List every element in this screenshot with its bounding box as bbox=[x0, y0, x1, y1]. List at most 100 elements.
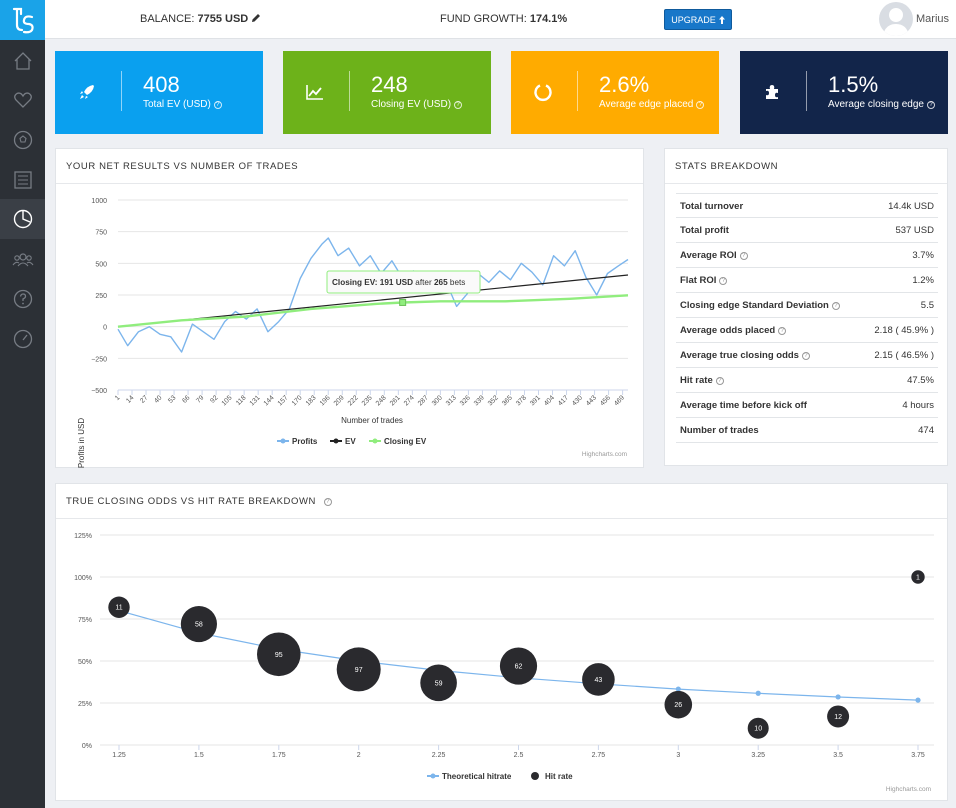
legend-item[interactable]: Closing EV bbox=[369, 437, 427, 446]
help-icon[interactable]: ? bbox=[324, 498, 333, 506]
legend-item[interactable]: EV bbox=[330, 437, 356, 446]
theoretical-point[interactable] bbox=[675, 686, 681, 692]
bubble-count: 97 bbox=[355, 667, 363, 674]
x-axis-label: Number of trades bbox=[341, 416, 403, 425]
x-tick-label: 40 bbox=[153, 394, 163, 404]
hit-rate-bubble[interactable]: 95 bbox=[257, 632, 301, 677]
fund-growth: FUND GROWTH: 174.1% bbox=[440, 13, 567, 25]
bubble bbox=[257, 632, 301, 677]
hit-rate-bubble[interactable]: 62 bbox=[499, 647, 538, 685]
nav-dashboard[interactable] bbox=[0, 319, 45, 359]
hit-rate-bubble[interactable]: 12 bbox=[827, 705, 850, 728]
kpi-label-text: Total EV (USD) bbox=[143, 99, 211, 110]
nav-list[interactable] bbox=[0, 160, 45, 200]
help-icon[interactable]: ? bbox=[696, 101, 705, 109]
theoretical-point[interactable] bbox=[835, 694, 841, 700]
panel-title: STATS BREAKDOWN bbox=[675, 161, 779, 172]
help-icon[interactable]: ? bbox=[213, 101, 222, 109]
kpi-divider bbox=[121, 71, 122, 111]
help-icon[interactable]: ? bbox=[719, 277, 728, 285]
stats-label-text: Total turnover bbox=[680, 201, 744, 212]
x-tick-label: 326 bbox=[459, 394, 472, 407]
bubble bbox=[664, 690, 693, 719]
help-icon[interactable]: ? bbox=[831, 302, 840, 310]
hit-rate-bubble[interactable]: 10 bbox=[747, 717, 769, 739]
x-tick-label: 3.5 bbox=[833, 752, 843, 759]
help-icon[interactable]: ? bbox=[927, 101, 935, 109]
y-tick-label: 100% bbox=[74, 575, 92, 582]
stats-value: 14.4k USD bbox=[888, 201, 934, 212]
nav-home[interactable] bbox=[0, 41, 45, 81]
kpi-label: Average edge placed? bbox=[599, 99, 705, 110]
theoretical-point[interactable] bbox=[915, 697, 921, 703]
upgrade-label: UPGRADE bbox=[671, 14, 716, 25]
help-icon[interactable]: ? bbox=[801, 352, 810, 360]
kpi-label-text: Average closing edge bbox=[828, 99, 924, 110]
hit-rate-bubble[interactable]: 1 bbox=[911, 570, 925, 584]
legend-item[interactable]: Hit rate bbox=[531, 772, 573, 781]
upgrade-button[interactable]: UPGRADE bbox=[664, 9, 732, 30]
stats-label: Closing edge Standard Deviation? bbox=[680, 300, 840, 311]
nav-sports[interactable] bbox=[0, 120, 45, 160]
net-results-panel: YOUR NET RESULTS VS NUMBER OF TRADES 100… bbox=[55, 148, 644, 468]
x-tick-label: 79 bbox=[195, 394, 205, 404]
stats-label: Total turnover bbox=[680, 201, 743, 212]
balance-label: BALANCE: bbox=[140, 13, 195, 25]
chart-credits: Highcharts.com bbox=[886, 786, 931, 793]
divider bbox=[665, 183, 947, 184]
legend-marker bbox=[430, 773, 436, 779]
legend-label: EV bbox=[345, 437, 356, 446]
hit-rate-bubble[interactable]: 58 bbox=[180, 605, 217, 643]
bubble-count: 10 bbox=[754, 726, 762, 733]
stats-label-text: Closing edge Standard Deviation bbox=[680, 300, 829, 311]
help-icon[interactable]: ? bbox=[454, 101, 463, 109]
highlighted-point[interactable] bbox=[399, 298, 407, 306]
tooltip-value: 191 USD bbox=[380, 278, 413, 287]
hit-rate-bubble[interactable]: 59 bbox=[420, 664, 457, 702]
x-tick-label: 274 bbox=[403, 394, 416, 407]
hit-rate-bubble[interactable]: 97 bbox=[336, 647, 381, 692]
legend-marker bbox=[372, 438, 378, 444]
users-icon bbox=[12, 253, 33, 267]
stats-value: 1.2% bbox=[912, 275, 934, 286]
hit-rate-bubble[interactable]: 43 bbox=[582, 663, 615, 696]
stats-label: Average true closing odds? bbox=[680, 350, 810, 361]
odds-hitrate-chart: 125% 100% 75% 50% 25% 0% 1.25 1.5 1.75 2 2.25 2.5 2… bbox=[74, 533, 934, 793]
stats-label-text: Flat ROI bbox=[680, 275, 717, 286]
help-icon[interactable]: ? bbox=[778, 327, 787, 335]
y-tick-label: −500 bbox=[91, 388, 107, 395]
x-tick-label: 2 bbox=[357, 752, 361, 759]
app-logo[interactable] bbox=[0, 0, 45, 40]
nav-stats[interactable] bbox=[0, 199, 45, 239]
help-icon[interactable]: ? bbox=[715, 377, 724, 385]
legend-item[interactable]: Theoretical hitrate bbox=[427, 772, 512, 781]
pencil-icon[interactable] bbox=[251, 13, 261, 23]
stats-row: Flat ROI? 1.2% bbox=[676, 268, 938, 293]
stats-label-text: Average true closing odds bbox=[680, 350, 799, 361]
y-tick-label: 0 bbox=[103, 325, 107, 332]
nav-favorites[interactable] bbox=[0, 80, 45, 120]
stats-label: Total profit bbox=[680, 225, 729, 236]
legend-item[interactable]: Profits bbox=[277, 437, 318, 446]
x-tick-label: 222 bbox=[347, 394, 360, 407]
legend-marker bbox=[333, 438, 339, 444]
stats-label: Number of trades bbox=[680, 425, 759, 436]
theoretical-point[interactable] bbox=[755, 690, 761, 696]
x-tick-label: 287 bbox=[417, 394, 430, 407]
pie-chart-icon bbox=[13, 209, 32, 229]
y-tick-label: 0% bbox=[82, 743, 92, 750]
avatar[interactable] bbox=[879, 2, 913, 36]
series-line-profits bbox=[117, 237, 629, 353]
bubble-count: 1 bbox=[916, 575, 920, 582]
x-tick-label: 456 bbox=[599, 394, 612, 407]
nav-team[interactable] bbox=[0, 239, 45, 279]
username[interactable]: Marius bbox=[916, 13, 950, 25]
stats-label-text: Number of trades bbox=[680, 425, 759, 436]
hit-rate-bubble[interactable]: 11 bbox=[108, 596, 130, 618]
hit-rate-bubble[interactable]: 26 bbox=[664, 690, 693, 719]
x-tick-label: 144 bbox=[263, 394, 276, 407]
legend-label: Hit rate bbox=[545, 772, 573, 781]
nav-help[interactable] bbox=[0, 279, 45, 319]
help-icon[interactable]: ? bbox=[739, 252, 748, 260]
kpi-value: 408 bbox=[143, 72, 180, 97]
